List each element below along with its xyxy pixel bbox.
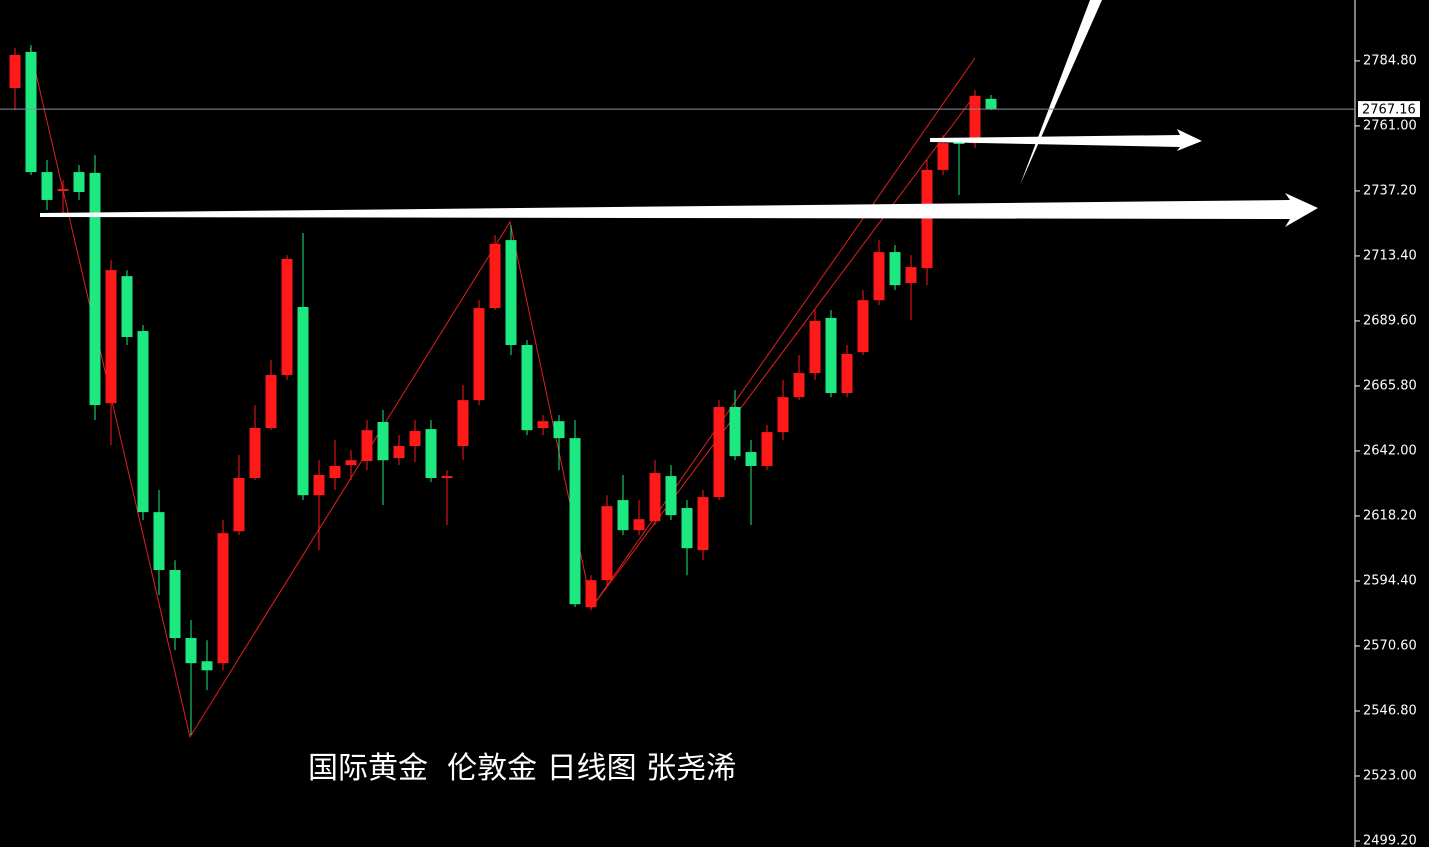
candle-body — [937, 143, 949, 170]
y-tick-label: 2689.60 — [1363, 313, 1417, 328]
candle-body — [249, 428, 261, 478]
candle-body — [217, 533, 229, 664]
candle-body — [361, 430, 373, 462]
candle-body — [537, 421, 549, 429]
candle-body — [633, 519, 645, 531]
candle-body — [329, 465, 341, 478]
candle-body — [457, 400, 469, 447]
candle-body — [425, 429, 437, 478]
candle-body — [809, 320, 821, 374]
candle-body — [905, 267, 917, 283]
candle-body — [585, 580, 597, 608]
candle-body — [137, 331, 149, 513]
arrow — [40, 193, 1318, 227]
candle-body — [281, 258, 293, 376]
candle-body — [345, 460, 357, 466]
arrow — [930, 129, 1202, 151]
candle-body — [777, 397, 789, 433]
candle-body — [825, 317, 837, 394]
candle-body — [233, 477, 245, 532]
candle-body — [265, 375, 277, 429]
y-tick-label: 2618.20 — [1363, 508, 1417, 523]
plot — [9, 45, 997, 736]
y-tick-label: 2761.00 — [1363, 118, 1417, 133]
chart-annotation: 国际黄金 伦敦金 日线图 张尧浠 — [308, 751, 736, 786]
y-tick-label: 2737.20 — [1363, 183, 1417, 198]
candle-body — [505, 240, 517, 345]
candle-body — [873, 252, 885, 301]
candle-body — [441, 476, 453, 478]
candle-body — [185, 638, 197, 664]
candle-body — [569, 438, 581, 605]
candle-body — [857, 300, 869, 353]
y-tick-label: 2523.00 — [1363, 768, 1417, 783]
candle-body — [313, 474, 325, 496]
candle-body — [761, 432, 773, 466]
candle-body — [57, 189, 69, 191]
candle-body — [889, 252, 901, 286]
candle-body — [553, 421, 565, 439]
price-label-box — [1358, 101, 1420, 118]
y-tick-label: 2713.40 — [1363, 248, 1417, 263]
candle-body — [105, 270, 117, 404]
candle-body — [697, 497, 709, 551]
candle-body — [41, 172, 53, 200]
candle-body — [601, 506, 613, 581]
candle-body — [377, 421, 389, 461]
candle-body — [681, 508, 693, 549]
trend-line — [591, 94, 976, 608]
candle-body — [25, 51, 37, 173]
candle-body — [649, 473, 661, 522]
candle-body — [793, 373, 805, 398]
candle-body — [297, 307, 309, 496]
y-tick-label: 2499.20 — [1363, 833, 1417, 847]
candle-body — [617, 500, 629, 531]
y-tick-label: 2546.80 — [1363, 703, 1417, 718]
candle-body — [841, 353, 853, 394]
candle-body — [89, 172, 101, 406]
y-tick-label: 2594.40 — [1363, 573, 1417, 588]
candle-body — [409, 431, 421, 447]
candle-body — [153, 512, 165, 571]
y-tick-label: 2784.80 — [1363, 53, 1417, 68]
y-tick-label: 2570.60 — [1363, 638, 1417, 653]
candle-body — [169, 570, 181, 639]
candle-body — [121, 276, 133, 338]
candle-body — [393, 446, 405, 459]
candle-body — [729, 406, 741, 457]
candle-body — [489, 243, 501, 309]
candle-body — [665, 476, 677, 516]
candle-body — [985, 98, 997, 110]
y-tick-label: 2665.80 — [1363, 378, 1417, 393]
y-tick-label: 2642.00 — [1363, 443, 1417, 458]
candle-body — [953, 142, 965, 144]
candle-body — [473, 308, 485, 401]
candle-body — [969, 95, 981, 144]
price-label: 2767.16 — [1362, 103, 1416, 118]
arrow — [1020, 0, 1102, 185]
candle-body — [201, 661, 213, 671]
candle-body — [921, 169, 933, 268]
candle-body — [521, 344, 533, 431]
candle-body — [713, 406, 725, 498]
candle-body — [9, 54, 21, 88]
candle-body — [745, 452, 757, 466]
candle-body — [73, 172, 85, 193]
